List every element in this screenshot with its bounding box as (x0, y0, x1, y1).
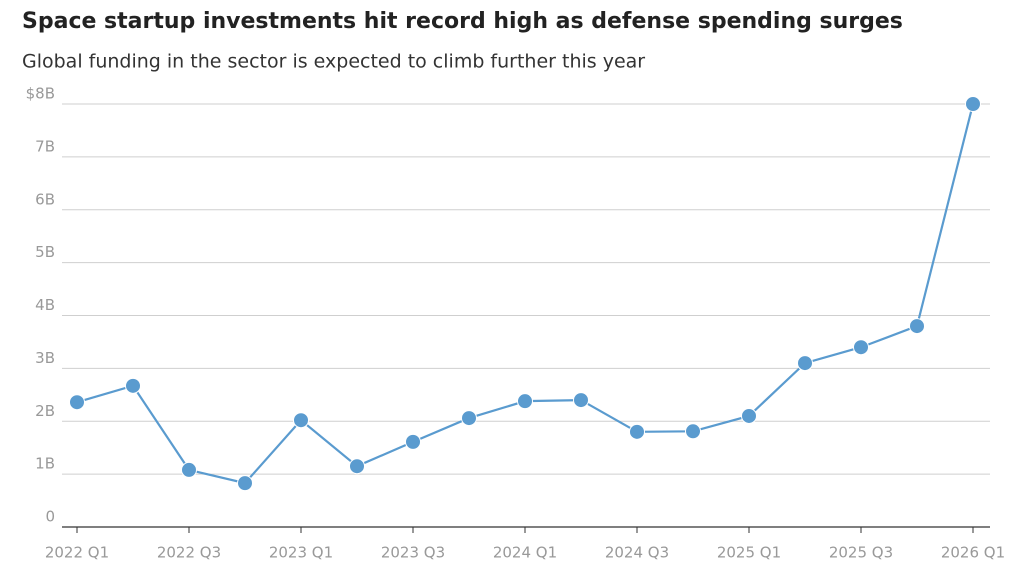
point (853, 339, 869, 356)
y-tick-label: 3B (35, 349, 55, 367)
point (741, 407, 757, 424)
point (573, 392, 589, 409)
point (461, 410, 477, 427)
y-tick-label: 7B (35, 137, 55, 155)
chart-subtitle: Global funding in the sector is expected… (22, 51, 645, 73)
y-tick-label: 0 (45, 508, 55, 526)
x-tick-label: 2024 Q1 (493, 544, 557, 562)
point (349, 458, 365, 475)
x-tick-label: 2023 Q1 (269, 544, 333, 562)
point (797, 355, 813, 372)
point (237, 475, 253, 492)
point (181, 461, 197, 478)
y-tick-label: 6B (35, 190, 55, 208)
point (909, 318, 925, 335)
x-tick-label: 2026 Q1 (941, 544, 1005, 562)
point (629, 423, 645, 440)
x-tick-label: 2025 Q3 (829, 544, 893, 562)
x-tick-label: 2024 Q3 (605, 544, 669, 562)
line (76, 103, 975, 485)
x-tick-label: 2022 Q3 (157, 544, 221, 562)
point (293, 412, 309, 429)
y-tick-label: 5B (35, 243, 55, 261)
point (69, 394, 85, 411)
y-tick-label: 1B (35, 455, 55, 473)
point (405, 433, 421, 450)
x-tick-label: 2023 Q3 (381, 544, 445, 562)
chart-title: Space startup investments hit record hig… (22, 9, 903, 34)
point (685, 423, 701, 440)
x-tick-label: 2025 Q1 (717, 544, 781, 562)
point (965, 96, 981, 112)
point (517, 393, 533, 410)
y-tick-label: 4B (35, 296, 55, 314)
x-tick-label: 2022 Q1 (45, 544, 109, 562)
point (125, 377, 141, 394)
y-tick-label: $8B (26, 85, 55, 103)
y-tick-label: 2B (35, 402, 55, 420)
